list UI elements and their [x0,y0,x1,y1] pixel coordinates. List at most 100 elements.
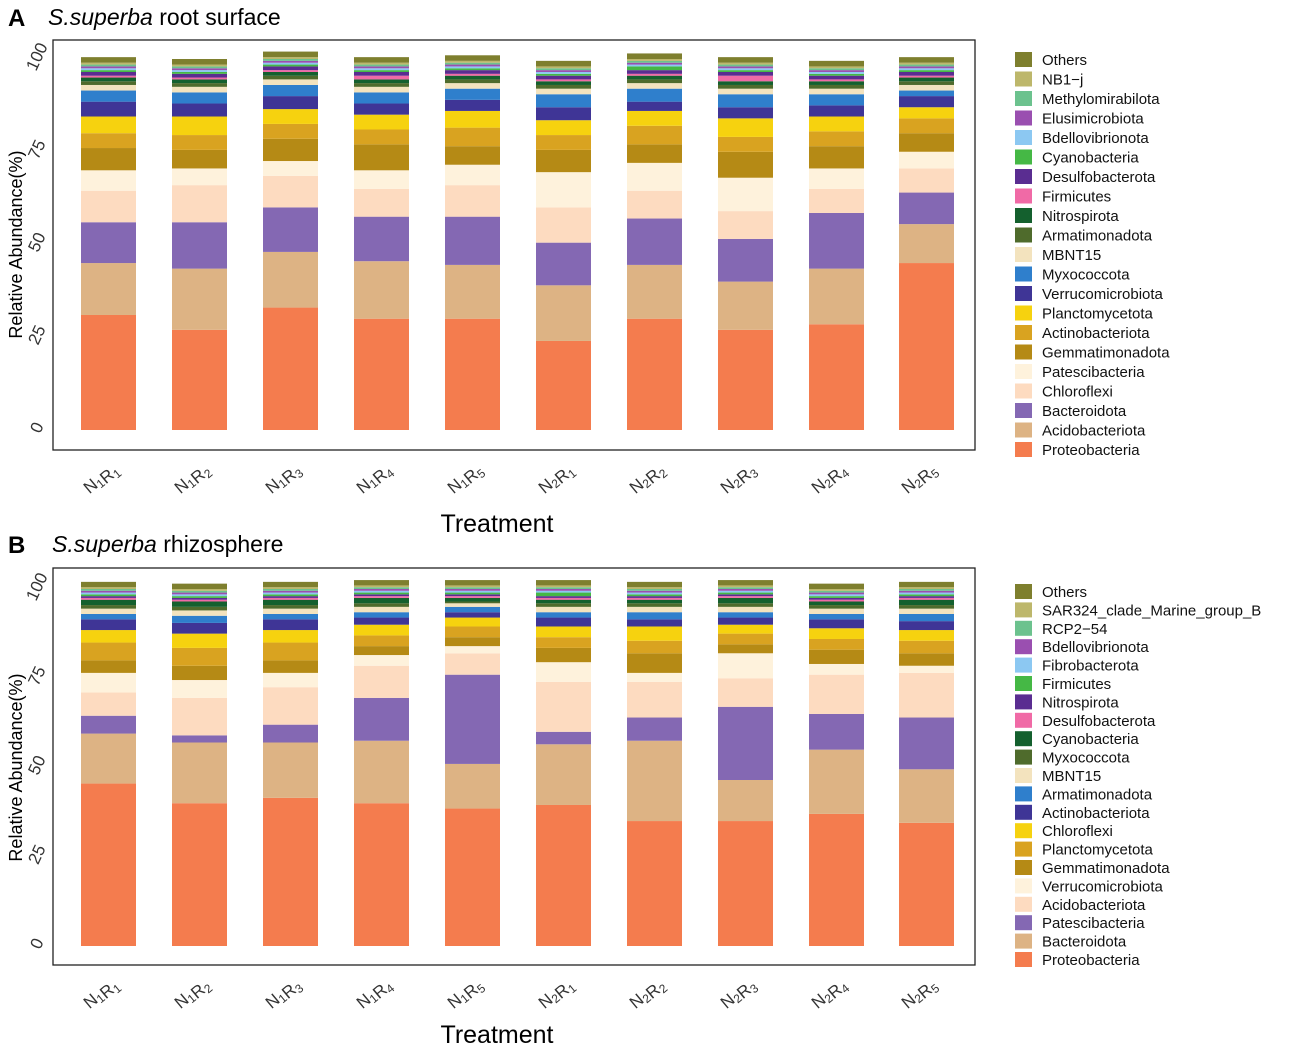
legend-item: Armatimonadota [1015,227,1153,245]
y-tick-label: 0 [26,935,47,952]
bar-segment [81,581,136,588]
x-tick-label: N1R3 [262,458,307,501]
legend-label: Cyanobacteria [1042,150,1139,167]
bar-segment [809,324,864,430]
bar-segment [627,612,682,620]
legend-item: Fibrobacterota [1015,657,1139,675]
bar-segment [809,596,864,598]
bar-segment [809,649,864,664]
bar-segment [445,75,500,80]
legend-swatch [1015,841,1032,857]
bar-segment [263,75,318,80]
legend-label: Verrucomicrobiota [1042,286,1164,303]
x-tick-label: N2R1 [535,458,580,501]
bar-segment [263,597,318,600]
bar-segment [81,605,136,609]
bar-segment [536,340,591,430]
bar-segment [899,118,954,134]
bar-segment [809,592,864,595]
bar-segment [718,238,773,282]
bar-segment [172,103,227,117]
bar-segment [263,596,318,598]
bar-segment [809,638,864,650]
bar-segment [627,101,682,111]
bar-segment [354,594,409,597]
bar-segment [718,75,773,82]
legend-label: MBNT15 [1042,247,1101,264]
bar-segment [809,619,864,629]
bar-segment [718,211,773,239]
x-tick-label: N2R4 [808,973,853,1016]
bar-stack-n2r2 [627,581,682,946]
bar-segment [263,672,318,688]
bar-segment [627,581,682,588]
bar-segment [445,60,500,63]
x-tick-label: N1R2 [171,973,216,1016]
legend-label: Methylomirabilota [1042,91,1160,108]
bar-segment [899,107,954,119]
bar-segment [627,640,682,654]
bar-segment [81,81,136,85]
legend-swatch [1015,676,1032,691]
legend-swatch [1015,731,1032,747]
bar-segment [172,742,227,804]
bar-segment [172,803,227,946]
bar-segment [536,731,591,745]
legend-swatch [1015,878,1032,894]
bar-segment [627,821,682,946]
bar-segment [172,697,227,736]
bar-segment [536,597,591,600]
legend-label: Planctomycetota [1042,306,1154,323]
bar-segment [263,592,318,595]
bar-segment [172,583,227,589]
bar-segment [172,116,227,136]
legend-label: Fibrobacterota [1042,658,1139,675]
legend-swatch [1015,208,1032,223]
bar-segment [627,318,682,430]
legend-swatch [1015,364,1032,379]
bar-segment [718,81,773,85]
bar-segment [627,66,682,71]
legend-item: Firmicutes [1015,188,1111,206]
bar-segment [718,329,773,430]
y-tick-label: 25 [24,842,49,867]
bar-segment [263,608,318,614]
legend-swatch [1015,933,1032,949]
legend-item: Myxococcota [1015,749,1130,767]
bar-segment [354,655,409,666]
bar-segment [718,66,773,69]
bar-segment [81,66,136,69]
bar-segment [718,678,773,707]
legend-label: MBNT15 [1042,768,1101,785]
bar-segment [536,71,591,74]
bar-segment [627,672,682,682]
bar-segment [445,653,500,675]
bar-segment [172,597,227,600]
bar-segment [809,212,864,269]
bar-segment [81,594,136,597]
x-tick-label: N2R2 [626,973,671,1016]
legend-swatch [1015,804,1032,820]
bar-segment [263,79,318,85]
bar-segment [445,674,500,764]
legend-item: Planctomycetota [1015,841,1154,859]
bar-segment [172,622,227,634]
bar-segment [445,617,500,627]
legend-swatch [1015,749,1032,765]
bar-segment [445,808,500,946]
bar-segment [445,594,500,597]
bar-segment [536,75,591,80]
bar-segment [263,613,318,620]
bar-segment [81,64,136,67]
bar-stack-n2r2 [627,53,682,430]
bar-segment [263,71,318,76]
bar-segment [81,630,136,643]
bar-segment [263,96,318,110]
bar-segment [172,73,227,78]
bar-segment [81,222,136,264]
bar-segment [899,57,954,63]
legend-swatch [1015,325,1032,340]
bar-segment [809,88,864,95]
bar-segment [718,64,773,67]
bar-segment [627,59,682,61]
